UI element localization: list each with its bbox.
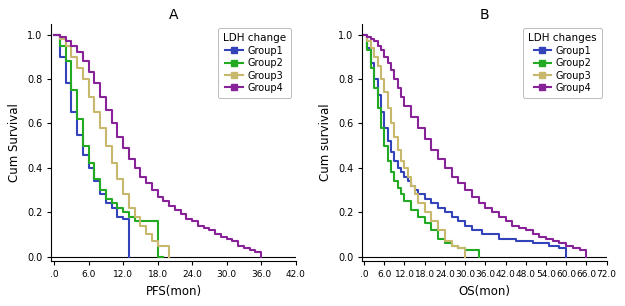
Title: B: B	[480, 8, 489, 22]
Title: A: A	[169, 8, 178, 22]
Legend: Group1, Group2, Group3, Group4: Group1, Group2, Group3, Group4	[524, 28, 602, 98]
Y-axis label: Cum Survival: Cum Survival	[8, 103, 21, 182]
X-axis label: OS(mon): OS(mon)	[459, 285, 511, 298]
Legend: Group1, Group2, Group3, Group4: Group1, Group2, Group3, Group4	[218, 28, 291, 98]
X-axis label: PFS(mon): PFS(mon)	[146, 285, 201, 298]
Y-axis label: Cum survival: Cum survival	[319, 103, 332, 181]
